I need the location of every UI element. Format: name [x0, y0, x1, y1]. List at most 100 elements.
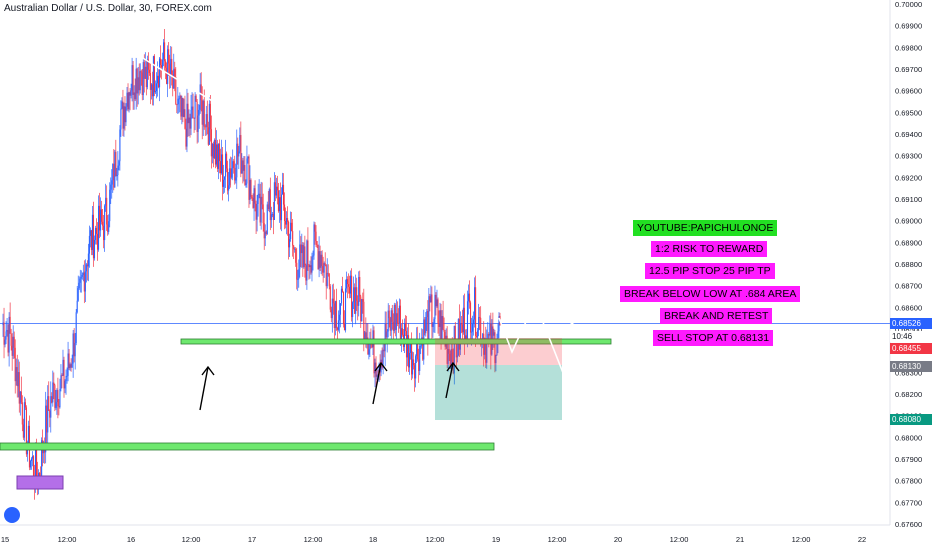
candle-body: [122, 101, 124, 129]
candle-body: [460, 323, 462, 325]
tradingview-logo-icon[interactable]: [4, 507, 20, 523]
candle-body: [149, 73, 151, 90]
candle-body: [406, 335, 409, 358]
candle-body: [94, 227, 97, 240]
candle-body: [391, 310, 393, 322]
candle-body: [13, 336, 15, 348]
candle-body: [209, 103, 211, 130]
candle-body: [364, 332, 366, 340]
candle-body: [50, 396, 52, 418]
candle-body: [401, 328, 403, 335]
candle-body: [482, 333, 484, 342]
candle-body: [447, 349, 449, 364]
candle-body: [187, 103, 189, 124]
candle-body: [360, 296, 362, 322]
annotation-sell-stop: SELL STOP AT 0.68131: [653, 330, 774, 346]
candle-body: [161, 65, 163, 68]
candle-body: [465, 335, 468, 339]
candle-body: [244, 165, 246, 185]
candle-body: [165, 61, 167, 68]
arrow-line: [372, 362, 382, 405]
candle-body: [87, 253, 89, 267]
candle-body: [282, 184, 285, 205]
candle-body: [186, 103, 188, 147]
candle-body: [257, 194, 259, 204]
candle-body: [302, 244, 304, 268]
candle-body: [369, 341, 371, 350]
candle-body: [108, 221, 110, 232]
candle-body: [365, 332, 367, 343]
candle-body: [83, 272, 85, 292]
candle-body: [275, 186, 277, 196]
candle-body: [273, 182, 275, 220]
x-tick-label: 12:00: [792, 535, 811, 544]
y-tick-label: 0.68800: [895, 260, 922, 269]
candle-body: [4, 339, 6, 345]
candle-body: [351, 275, 353, 318]
y-tick-label: 0.68200: [895, 390, 922, 399]
y-tick-label: 0.69000: [895, 217, 922, 226]
candle-body: [189, 117, 191, 129]
candle-body: [177, 98, 179, 105]
candle-body: [393, 304, 395, 331]
x-tick-label: 21: [736, 535, 744, 544]
y-tick-label: 0.69400: [895, 130, 922, 139]
candle-body: [358, 277, 360, 306]
candle-body: [428, 296, 430, 341]
candle-body: [137, 77, 139, 94]
candle-body: [281, 184, 284, 195]
candle-body: [277, 190, 279, 212]
candle-body: [107, 224, 109, 232]
candle-body: [340, 288, 343, 304]
candle-body: [411, 340, 413, 375]
candle-body: [115, 151, 117, 177]
candle-body: [255, 203, 257, 220]
candle-body: [104, 205, 106, 241]
candle-body: [420, 345, 422, 347]
candle-body: [66, 375, 68, 377]
candle-body: [119, 129, 121, 162]
candle-body: [414, 365, 416, 379]
candle-body: [422, 337, 424, 360]
candle-body: [451, 349, 453, 363]
candle-body: [205, 114, 207, 128]
candle-body: [464, 335, 466, 341]
candle-body: [356, 287, 358, 301]
candle-body: [498, 315, 500, 332]
candle-body: [426, 310, 428, 317]
candle-body: [70, 364, 72, 368]
candle-body: [429, 296, 431, 303]
candle-body: [12, 336, 14, 356]
candle-body: [285, 220, 287, 225]
candle-body: [184, 109, 186, 129]
candle-body: [17, 372, 19, 387]
candle-body: [470, 331, 473, 333]
candle-body: [127, 92, 129, 110]
candle-body: [173, 68, 175, 89]
candle-body: [475, 287, 477, 336]
candle-body: [440, 310, 442, 343]
candle-body: [280, 194, 283, 221]
candle-body: [288, 221, 290, 248]
candle-body: [399, 305, 401, 345]
candle-body: [182, 97, 184, 117]
candle-body: [276, 186, 278, 191]
candle-body: [311, 256, 313, 273]
candle-body: [344, 288, 347, 331]
y-tick-label: 0.70000: [895, 0, 922, 9]
candle-body: [207, 127, 209, 145]
candle-body: [442, 316, 444, 330]
candle-body: [272, 214, 274, 220]
candle-body: [16, 367, 18, 387]
candle-body: [234, 167, 236, 181]
candle-body: [85, 264, 87, 272]
candle-body: [192, 106, 194, 118]
candle-body: [179, 95, 181, 99]
candle-body: [335, 301, 337, 328]
candle-body: [359, 277, 361, 297]
candle-body: [253, 188, 255, 208]
candle-body: [203, 100, 205, 127]
candle-body: [448, 349, 450, 354]
candle-body: [225, 153, 227, 177]
